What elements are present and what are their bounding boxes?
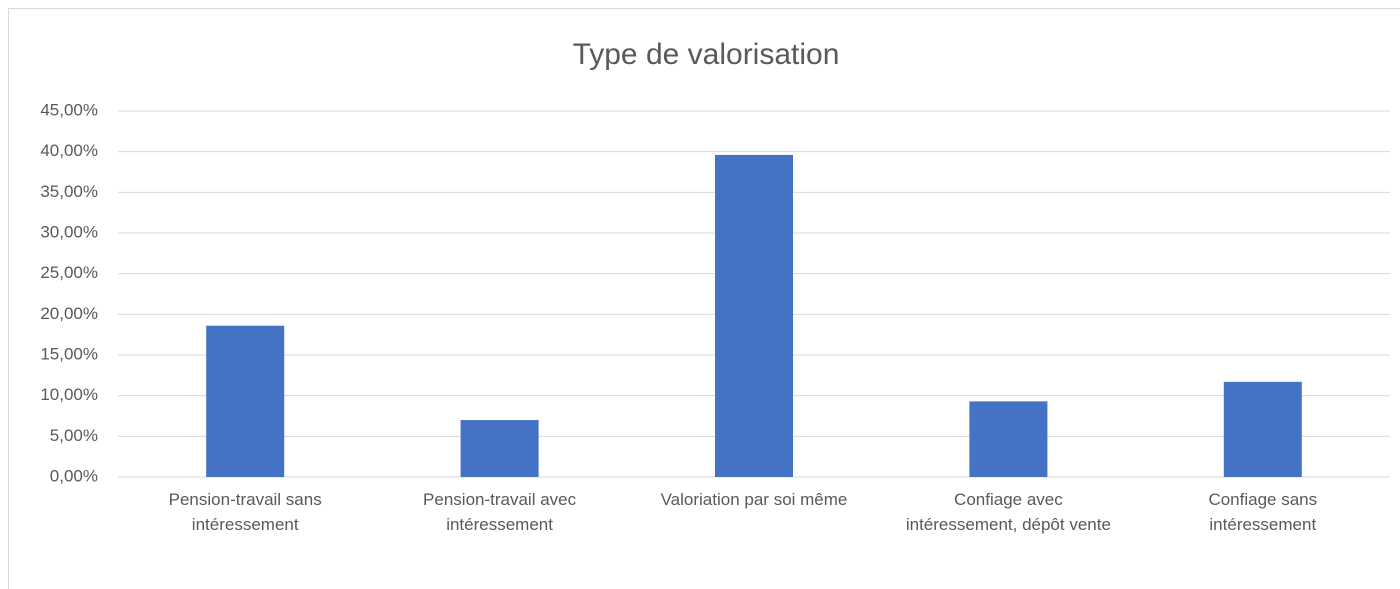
x-tick-label: Pension-travail sans intéressement (168, 490, 322, 534)
bar (206, 325, 285, 477)
x-tick-label: Confiage avec intéressement, dépôt vente (905, 490, 1111, 534)
x-tick-label: Valoriation par soi même (660, 490, 848, 509)
bar (460, 420, 539, 477)
bar (1223, 381, 1302, 477)
y-tick-label: 5,00% (50, 426, 98, 445)
y-tick-label: 40,00% (40, 141, 98, 160)
y-tick-label: 15,00% (40, 344, 98, 363)
y-tick-label: 20,00% (40, 304, 98, 323)
y-tick-label: 0,00% (50, 466, 98, 485)
chart-title: Type de valorisation (573, 38, 840, 71)
x-tick-label: Confiage sans intéressement (1208, 490, 1318, 534)
y-tick-label: 45,00% (40, 100, 98, 119)
y-tick-label: 30,00% (40, 222, 98, 241)
bar (715, 154, 793, 478)
chart-border (8, 8, 1400, 589)
y-tick-label: 25,00% (40, 263, 98, 282)
bar (969, 401, 1048, 477)
x-tick-label: Pension-travail avec intéressement (423, 490, 577, 534)
y-tick-label: 10,00% (40, 385, 98, 404)
y-tick-label: 35,00% (40, 182, 98, 201)
